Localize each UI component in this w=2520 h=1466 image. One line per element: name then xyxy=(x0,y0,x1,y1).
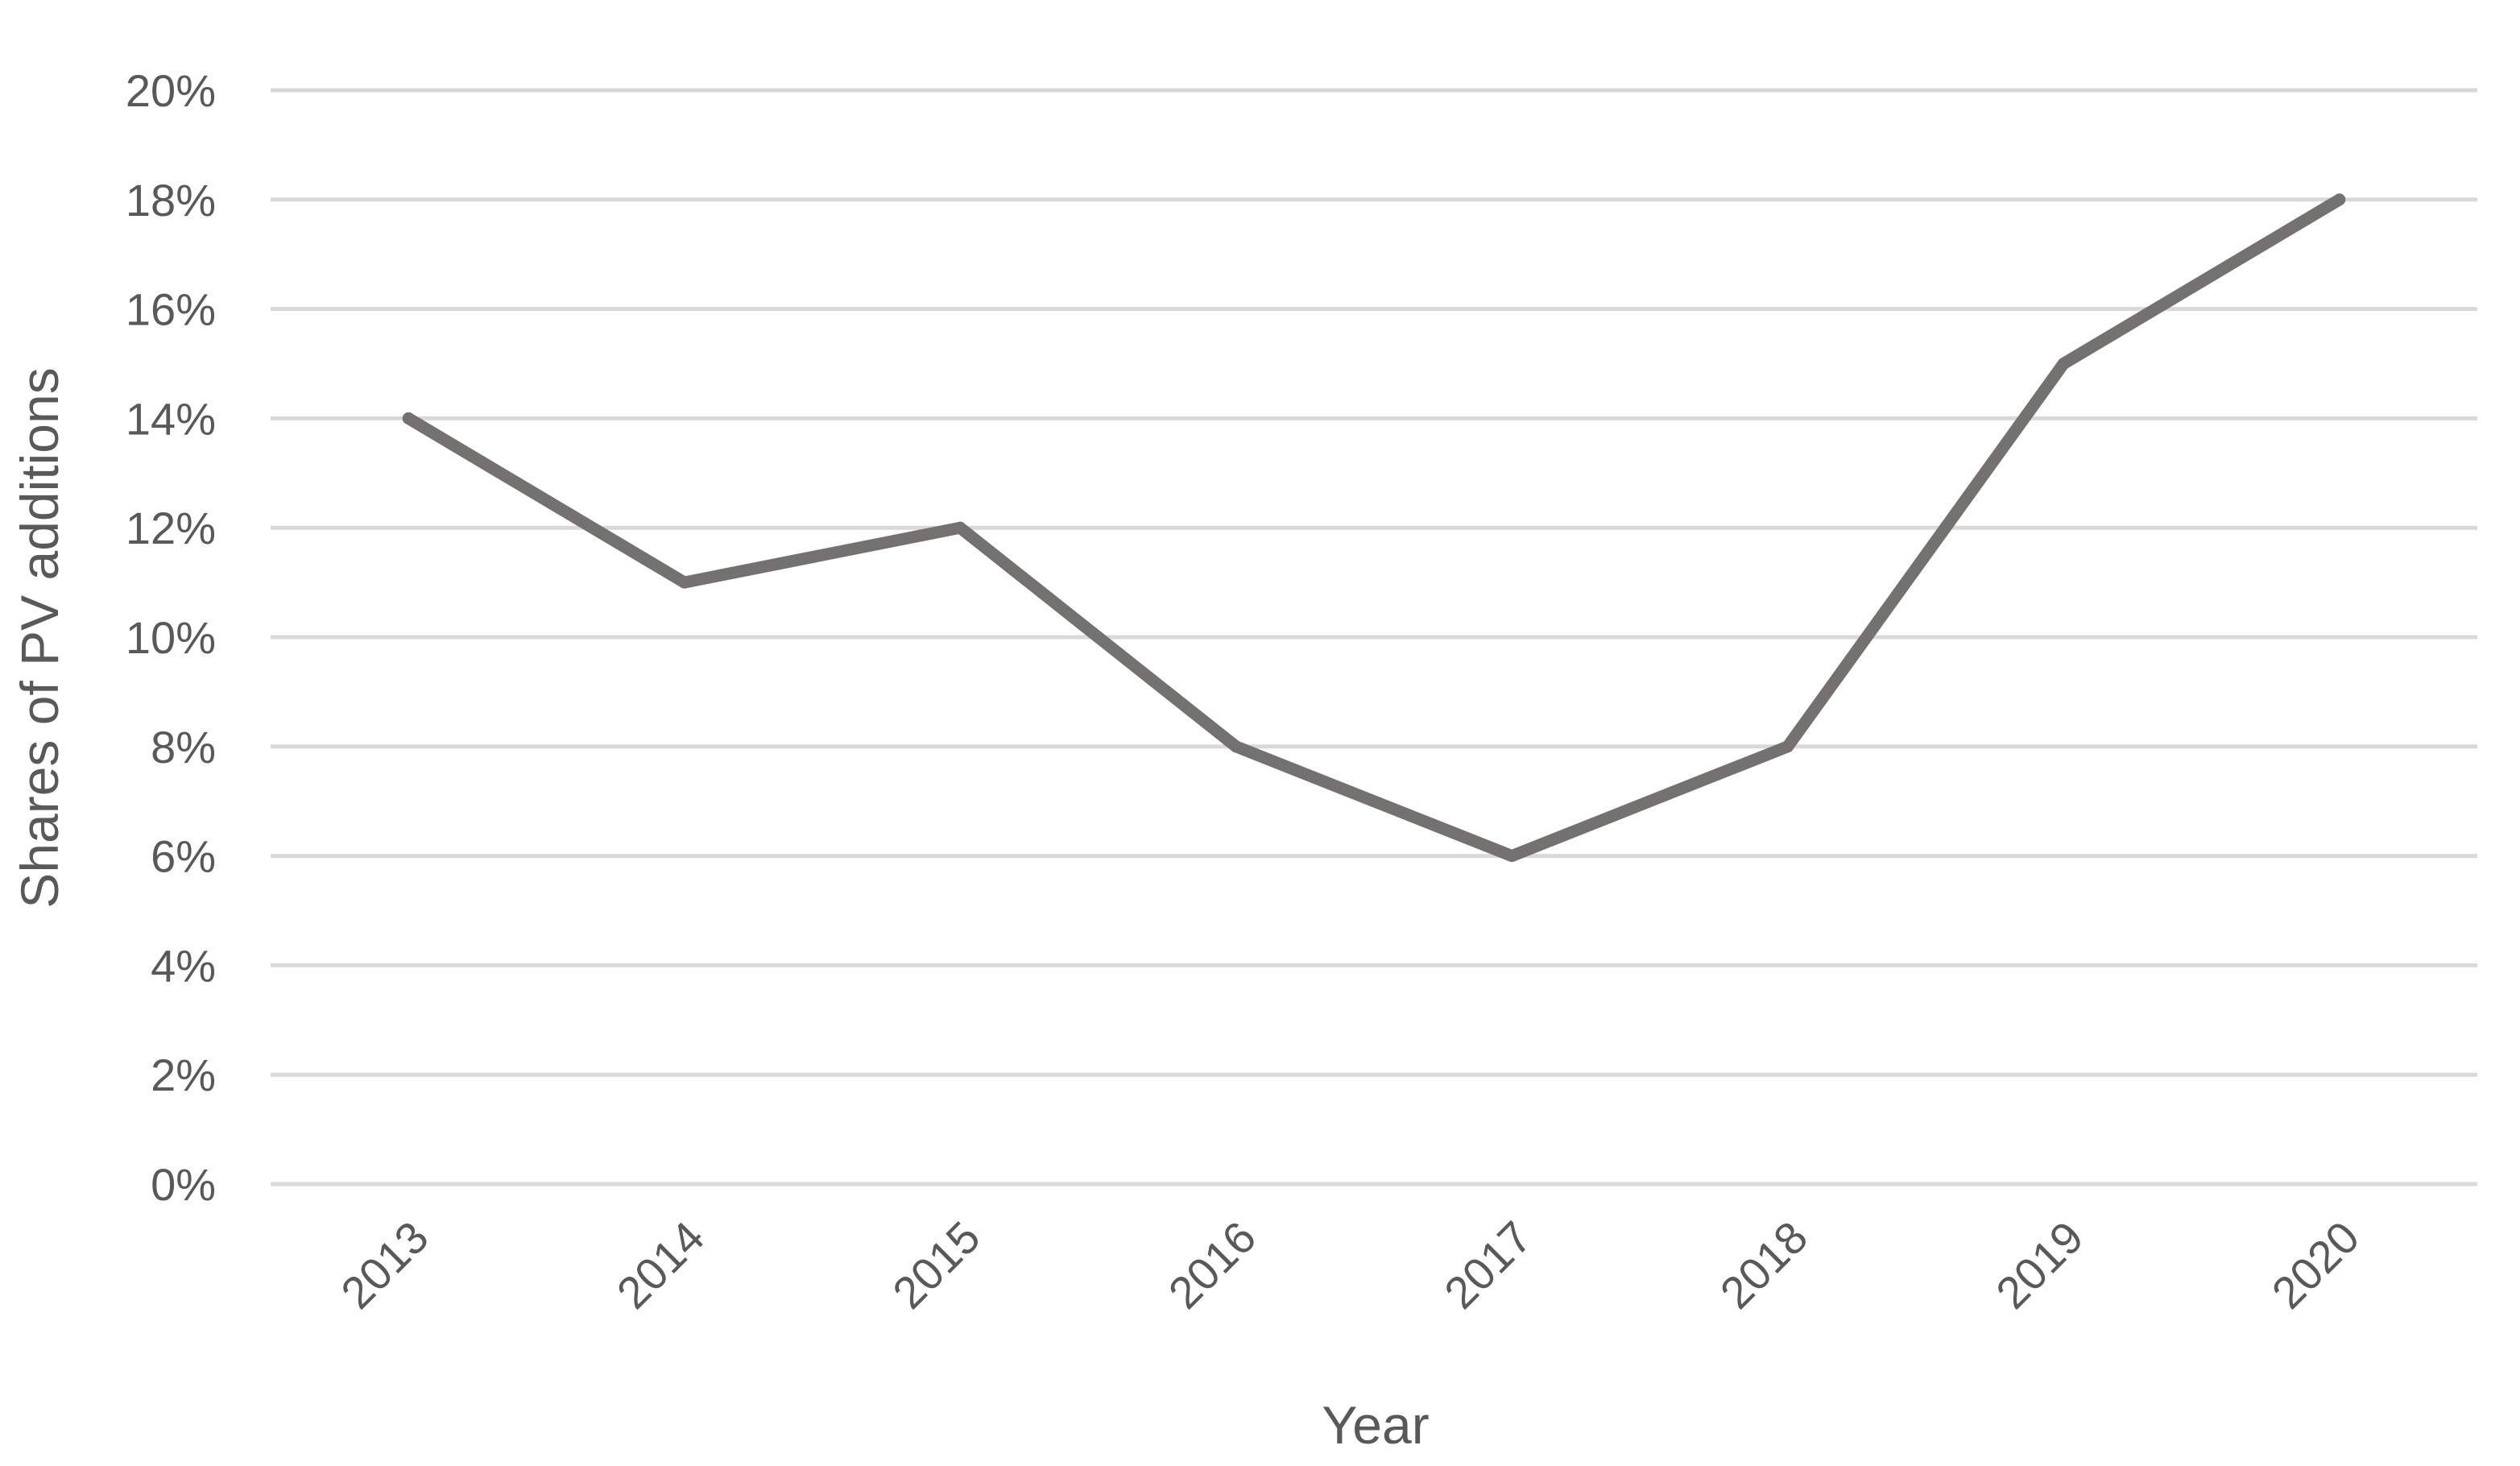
series-layer xyxy=(402,193,2346,863)
y-tick-label: 16% xyxy=(126,284,216,335)
y-tick-label: 12% xyxy=(126,503,216,553)
x-axis-title: Year xyxy=(1322,1395,1429,1455)
y-tick-label: 8% xyxy=(151,722,216,772)
y-axis-title: Shares of PV additions xyxy=(10,367,69,908)
data-point xyxy=(2333,193,2346,206)
y-tick-label: 10% xyxy=(126,612,216,663)
y-tick-label: 6% xyxy=(151,831,216,882)
data-point xyxy=(2057,358,2070,370)
y-tick-label: 18% xyxy=(126,175,216,226)
y-tick-label: 20% xyxy=(126,65,216,116)
x-tick-label: 2020 xyxy=(2262,1211,2369,1319)
x-tick-label: 2018 xyxy=(1711,1211,1818,1319)
x-axis-ticks: 2013 2014 2015 2016 2017 2018 2019 2020 xyxy=(331,1211,2369,1319)
x-tick-label: 2019 xyxy=(1986,1211,2093,1319)
y-tick-label: 0% xyxy=(151,1159,216,1210)
x-tick-label: 2014 xyxy=(607,1211,714,1319)
x-tick-label: 2015 xyxy=(883,1211,990,1319)
data-point xyxy=(954,521,966,534)
x-tick-label: 2017 xyxy=(1434,1211,1541,1319)
data-point xyxy=(402,412,415,424)
gridlines xyxy=(271,88,2477,1186)
y-axis-ticks: 0% 2% 4% 6% 8% 10% 12% 14% 16% 18% 20% xyxy=(126,65,216,1210)
data-point xyxy=(1230,740,1243,753)
y-tick-label: 14% xyxy=(126,393,216,444)
x-tick-label: 2013 xyxy=(331,1211,438,1319)
y-tick-label: 4% xyxy=(151,940,216,991)
series-line xyxy=(402,193,2346,863)
data-point xyxy=(1781,740,1794,753)
data-point xyxy=(1505,850,1518,863)
x-tick-label: 2016 xyxy=(1159,1211,1266,1319)
data-point xyxy=(678,576,691,589)
y-tick-label: 2% xyxy=(151,1050,216,1100)
